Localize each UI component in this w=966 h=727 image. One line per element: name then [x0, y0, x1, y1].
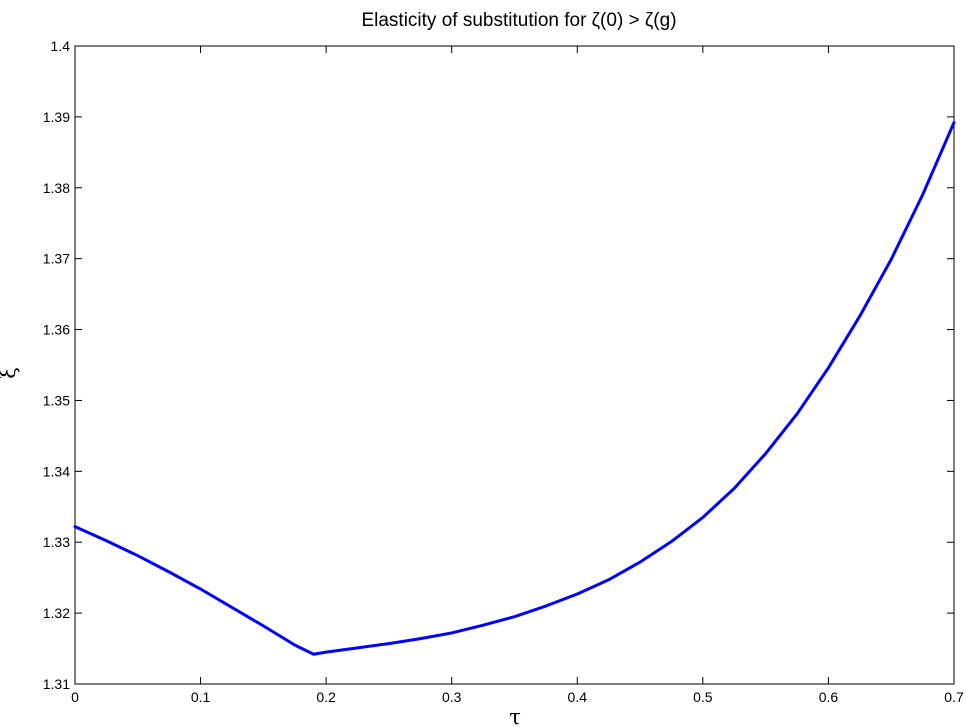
y-tick-label: 1.32 [43, 605, 70, 621]
x-tick-labels: 0 0.1 0.2 0.3 0.4 0.5 0.6 0.7 [71, 689, 964, 705]
x-axis-label: τ [509, 705, 521, 727]
y-tick-label: 1.4 [51, 38, 71, 54]
y-tick-label: 1.36 [43, 322, 70, 338]
y-tick-labels: 1.31 1.32 1.33 1.34 1.35 1.36 1.37 1.38 1.39 1.4 [43, 38, 70, 692]
y-tick-label: 1.33 [43, 534, 70, 550]
x-tick-label: 0.2 [316, 689, 336, 705]
x-tick-label: 0.1 [191, 689, 211, 705]
x-tick-label: 0.3 [442, 689, 462, 705]
y-tick-label: 1.35 [43, 392, 70, 408]
y-tick-label: 1.38 [43, 180, 70, 196]
x-tick-label: 0.6 [819, 689, 839, 705]
y-axis-label: ξ [0, 367, 20, 379]
y-tick-label: 1.39 [43, 109, 70, 125]
tick-marks [74, 45, 955, 685]
y-tick-label: 1.31 [43, 676, 70, 692]
x-tick-label: 0.5 [693, 689, 713, 705]
plot-area [74, 45, 955, 685]
y-tick-label: 1.37 [43, 251, 70, 267]
series-layer [73, 121, 956, 656]
x-tick-label: 0.4 [568, 689, 588, 705]
chart-title: Elasticity of substitution for ζ(0) > ζ(… [361, 10, 676, 31]
x-tick-label: 0 [71, 689, 79, 705]
y-tick-label: 1.34 [43, 463, 70, 479]
x-tick-label: 0.7 [944, 689, 964, 705]
series-line [73, 121, 956, 656]
